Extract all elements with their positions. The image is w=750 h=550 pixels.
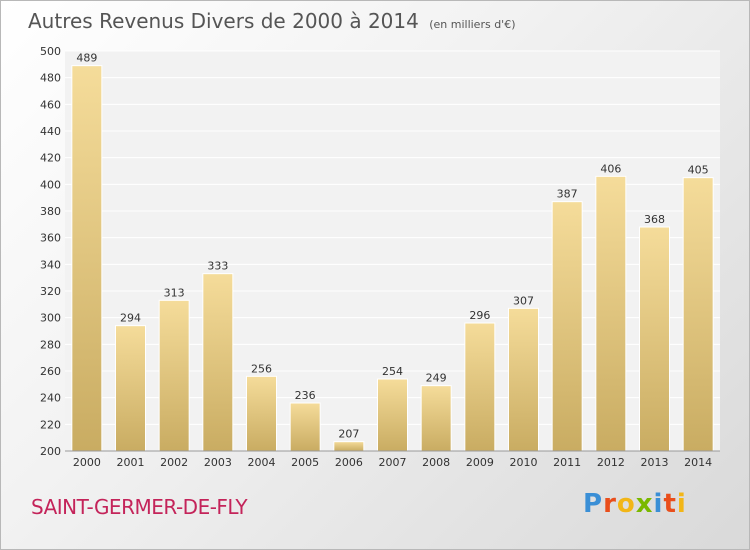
bar-value-label: 307 [513, 294, 534, 307]
x-tick-label: 2010 [510, 456, 538, 469]
bar [551, 201, 583, 452]
x-tick-label: 2006 [335, 456, 363, 469]
bar-value-label: 207 [338, 428, 359, 441]
x-tick-label: 2011 [553, 456, 581, 469]
bar-value-label: 236 [295, 389, 316, 402]
bar-value-label: 489 [76, 52, 97, 65]
bar-value-label: 249 [426, 372, 447, 385]
x-tick-label: 2014 [684, 456, 712, 469]
bar-value-label: 313 [164, 286, 185, 299]
bar-value-label: 256 [251, 362, 272, 375]
x-tick-label: 2003 [204, 456, 232, 469]
y-tick-label: 300 [40, 312, 61, 325]
bar [464, 322, 496, 452]
y-tick-label: 400 [40, 178, 61, 191]
y-tick-label: 260 [40, 365, 61, 378]
x-tick-label: 2009 [466, 456, 494, 469]
x-tick-label: 2012 [597, 456, 625, 469]
brand-letter: t [663, 489, 677, 519]
brand-letter: x [635, 489, 654, 519]
x-tick-label: 2008 [422, 456, 450, 469]
y-tick-label: 440 [40, 125, 61, 138]
bar-value-label: 296 [469, 309, 490, 322]
bar-value-label: 294 [120, 312, 141, 325]
bar [377, 378, 408, 452]
x-tick-label: 2004 [248, 456, 276, 469]
bar [158, 299, 190, 452]
bar [420, 385, 452, 452]
bar [333, 441, 365, 452]
x-tick-label: 2000 [73, 456, 101, 469]
bar-value-label: 387 [557, 188, 578, 201]
bar [202, 273, 234, 452]
bar-value-label: 405 [688, 164, 709, 177]
brand-letter: P [583, 489, 604, 519]
bar-value-label: 368 [644, 213, 665, 226]
x-tick-label: 2001 [117, 456, 145, 469]
y-tick-label: 420 [40, 152, 61, 165]
chart-title: Autres Revenus Divers de 2000 à 2014 (en… [28, 9, 516, 33]
y-tick-label: 200 [40, 445, 61, 458]
x-tick-label: 2007 [379, 456, 407, 469]
y-tick-label: 380 [40, 205, 61, 218]
bar [682, 177, 714, 452]
x-tick-label: 2005 [291, 456, 319, 469]
bar [289, 402, 321, 452]
brand-letter: i [653, 489, 664, 519]
bar [639, 226, 670, 452]
bar [508, 307, 539, 452]
bar [115, 325, 146, 452]
bar-value-label: 254 [382, 365, 403, 378]
bar-value-label: 333 [207, 260, 228, 273]
bar [595, 175, 627, 452]
x-tick-label: 2002 [160, 456, 188, 469]
y-tick-label: 320 [40, 285, 61, 298]
y-tick-label: 220 [40, 418, 61, 431]
brand-letter: r [603, 489, 617, 519]
x-tick-label: 2013 [641, 456, 669, 469]
brand-letter: i [676, 489, 687, 519]
y-tick-label: 240 [40, 392, 61, 405]
y-tick-label: 280 [40, 338, 61, 351]
chart-title-text: Autres Revenus Divers de 2000 à 2014 [28, 9, 419, 33]
brand-logo[interactable]: Proxiti [583, 489, 687, 519]
y-tick-label: 500 [40, 45, 61, 58]
bar [71, 65, 103, 452]
chart-subtitle: (en milliers d'€) [429, 18, 516, 31]
y-tick-label: 340 [40, 258, 61, 271]
brand-letter: o [616, 489, 636, 519]
y-tick-label: 460 [40, 98, 61, 111]
place-name: SAINT-GERMER-DE-FLY [31, 495, 248, 519]
y-tick-label: 480 [40, 72, 61, 85]
bar [246, 375, 277, 452]
y-tick-label: 360 [40, 232, 61, 245]
bar-value-label: 406 [600, 162, 621, 175]
